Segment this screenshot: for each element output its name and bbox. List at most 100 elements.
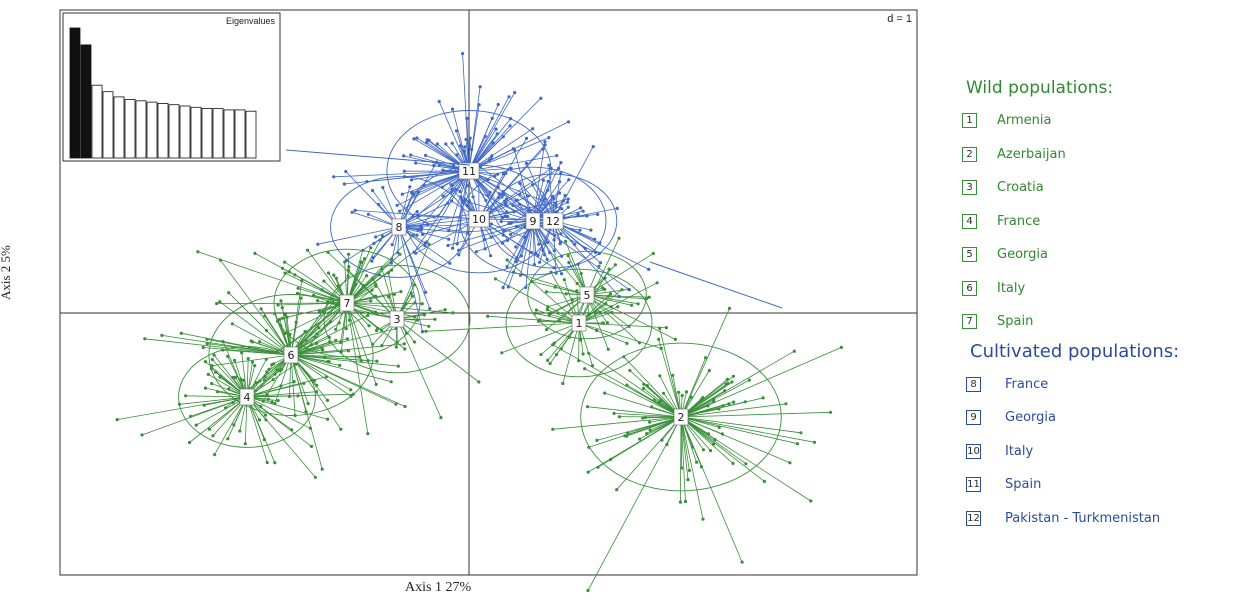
centroid-box — [571, 314, 587, 332]
data-point — [347, 252, 351, 256]
cluster-ray — [586, 294, 639, 305]
cluster-ray — [276, 302, 348, 353]
centroid-box — [339, 294, 355, 312]
cluster-ray — [629, 370, 682, 418]
legend-item: 2 Azerbaijan — [962, 138, 1257, 172]
data-point — [280, 306, 284, 310]
data-point — [414, 161, 418, 165]
eigenvalue-bar — [113, 96, 125, 159]
data-point — [609, 457, 613, 461]
data-point — [412, 315, 417, 319]
data-point — [433, 317, 437, 321]
data-point — [213, 453, 217, 457]
outlier-link — [285, 149, 471, 166]
data-point — [490, 116, 494, 120]
data-point — [683, 499, 688, 504]
data-point — [478, 165, 482, 169]
cluster-ray — [680, 416, 682, 503]
cluster-ray — [452, 170, 470, 249]
data-point — [598, 261, 603, 265]
data-point — [496, 172, 500, 176]
legend-id-box: 10 — [966, 443, 981, 459]
data-point — [302, 381, 306, 385]
data-point — [265, 370, 269, 374]
eigenvalues-inset: Eigenvalues — [62, 12, 281, 162]
y-axis-label: Axis 2 5% — [0, 245, 13, 300]
eigenvalue-bar — [190, 106, 202, 159]
data-point — [390, 243, 394, 247]
cluster-ray — [290, 354, 392, 383]
outlier-link — [649, 261, 783, 309]
data-point — [309, 444, 314, 448]
data-point — [523, 235, 527, 240]
data-point — [323, 355, 327, 359]
centroid-box — [525, 212, 541, 230]
cluster-ray — [680, 416, 689, 480]
legend-name: France — [997, 213, 1041, 229]
cluster-ray — [425, 322, 580, 332]
data-point — [505, 258, 509, 262]
data-point — [448, 261, 452, 265]
data-point — [677, 390, 681, 394]
cluster-ray — [246, 396, 312, 447]
cluster-ray — [398, 226, 431, 309]
cluster-ray — [290, 354, 351, 391]
cluster-ray — [680, 308, 730, 418]
data-point — [441, 194, 445, 198]
data-point — [370, 259, 374, 263]
cluster-ray — [346, 302, 362, 361]
data-point — [226, 437, 230, 441]
cluster-ray — [214, 396, 248, 455]
data-point — [558, 191, 562, 195]
cluster-ray — [586, 294, 640, 344]
data-point — [704, 356, 708, 360]
data-point — [489, 235, 493, 239]
cluster-ray — [680, 347, 842, 418]
cluster-ray — [284, 261, 348, 304]
data-point — [253, 251, 257, 255]
data-point — [322, 279, 326, 283]
data-point — [458, 189, 462, 194]
data-point — [412, 250, 416, 254]
legend-item: 10 Italy — [962, 435, 1257, 469]
cluster-ray — [525, 220, 534, 288]
data-point — [627, 288, 632, 292]
data-point — [548, 361, 552, 366]
cluster-ellipse — [505, 268, 653, 378]
data-point — [398, 252, 402, 256]
cluster-ray — [584, 368, 682, 418]
data-point — [660, 438, 664, 442]
cluster-ray — [346, 259, 393, 304]
data-point — [409, 153, 413, 157]
data-point — [515, 198, 519, 202]
cluster-ray — [297, 292, 348, 304]
cluster-ray — [420, 170, 470, 227]
cluster-ray — [290, 343, 405, 356]
data-point — [374, 382, 378, 386]
data-point — [671, 373, 675, 377]
cluster-ray — [578, 238, 620, 324]
data-point — [420, 330, 425, 334]
data-point — [687, 468, 692, 472]
data-point — [678, 500, 683, 504]
data-point — [496, 102, 500, 107]
data-point — [396, 364, 400, 368]
data-point — [261, 399, 265, 403]
data-point — [686, 478, 690, 482]
data-point — [365, 180, 369, 184]
data-point — [607, 267, 611, 271]
data-point — [275, 350, 279, 354]
data-point — [332, 175, 336, 179]
data-point — [367, 324, 371, 328]
legend-id-box: 8 — [966, 376, 981, 392]
data-point — [326, 417, 330, 421]
data-point — [402, 154, 406, 158]
data-point — [594, 310, 598, 314]
data-point — [637, 341, 642, 345]
data-point — [265, 460, 269, 465]
data-point — [371, 256, 375, 260]
data-point — [496, 185, 500, 189]
data-point — [210, 357, 214, 362]
legend-wild-list: 1 Armenia 2 Azerbaijan 3 Croatia 4 France 5 Georg… — [962, 104, 1257, 339]
data-point — [530, 183, 535, 187]
